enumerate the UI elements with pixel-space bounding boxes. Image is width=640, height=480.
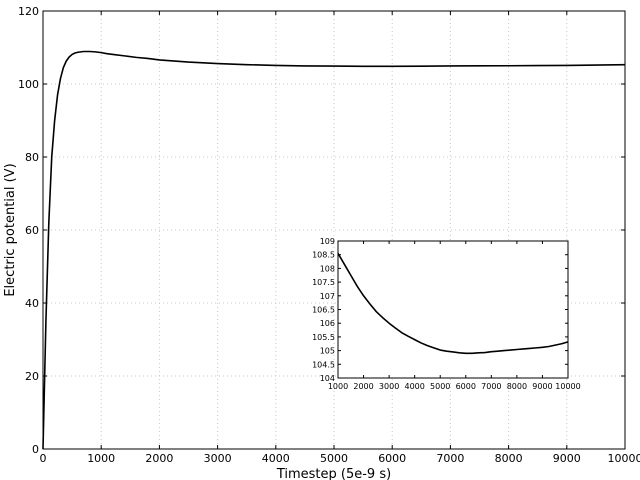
inset-x-tick-label: 2000 — [353, 382, 373, 391]
y-tick-label: 60 — [25, 224, 39, 237]
inset-x-tick-label: 10000 — [555, 382, 580, 391]
y-tick-label: 100 — [18, 78, 39, 91]
inset-x-tick-label: 9000 — [532, 382, 552, 391]
main-series-line — [42, 50, 626, 450]
inset-y-tick-label: 108.5 — [312, 251, 335, 260]
inset-y-tick-label: 105.5 — [312, 333, 335, 342]
inset-y-tick-label: 107 — [320, 292, 335, 301]
inset-series-layer — [337, 252, 569, 355]
x-tick-label: 4000 — [262, 452, 290, 465]
y-tick-label: 80 — [25, 151, 39, 164]
x-tick-label: 2000 — [145, 452, 173, 465]
inset-x-tick-label: 1000 — [328, 382, 348, 391]
inset-x-tick-label: 4000 — [404, 382, 424, 391]
x-tick-label: 8000 — [495, 452, 523, 465]
y-tick-label: 0 — [32, 443, 39, 456]
inset-x-tick-label: 5000 — [430, 382, 450, 391]
inset-y-tick-label: 104 — [320, 374, 335, 383]
inset-y-tick-label: 104.5 — [312, 360, 335, 369]
y-axis-label: Electric potential (V) — [3, 163, 18, 296]
x-tick-label: 6000 — [378, 452, 406, 465]
inset-y-tick-label: 106.5 — [312, 306, 335, 315]
x-tick-label: 9000 — [553, 452, 581, 465]
inset-series-line — [337, 252, 569, 355]
x-tick-label: 10000 — [608, 452, 640, 465]
inset-x-tick-label: 3000 — [379, 382, 399, 391]
y-tick-label: 120 — [18, 5, 39, 18]
main-axis-ticks: 0 1000 2000 3000 4000 5000 6000 7000 8000 9000 100… — [18, 5, 640, 465]
inset-axis-ticks: 1000 2000 3000 4000 5000 6000 7000 8000 9000 1000… — [312, 237, 581, 391]
x-tick-label: 5000 — [320, 452, 348, 465]
x-tick-label: 1000 — [87, 452, 115, 465]
y-tick-label: 20 — [25, 370, 39, 383]
inset-y-tick-label: 109 — [320, 237, 335, 246]
main-series-layer — [42, 50, 626, 450]
inset-y-tick-label: 108 — [320, 264, 335, 273]
x-tick-label: 7000 — [436, 452, 464, 465]
inset-x-tick-label: 7000 — [481, 382, 501, 391]
x-axis-label: Timestep (5e-9 s) — [276, 467, 391, 480]
x-tick-label: 0 — [40, 452, 47, 465]
inset-x-tick-label: 6000 — [456, 382, 476, 391]
x-tick-label: 3000 — [204, 452, 232, 465]
inset-background — [338, 241, 568, 378]
inset-y-tick-label: 107.5 — [312, 278, 335, 287]
inset-x-tick-label: 8000 — [507, 382, 527, 391]
inset-y-tick-label: 105 — [320, 347, 335, 356]
inset-y-tick-label: 106 — [320, 319, 335, 328]
y-tick-label: 40 — [25, 297, 39, 310]
